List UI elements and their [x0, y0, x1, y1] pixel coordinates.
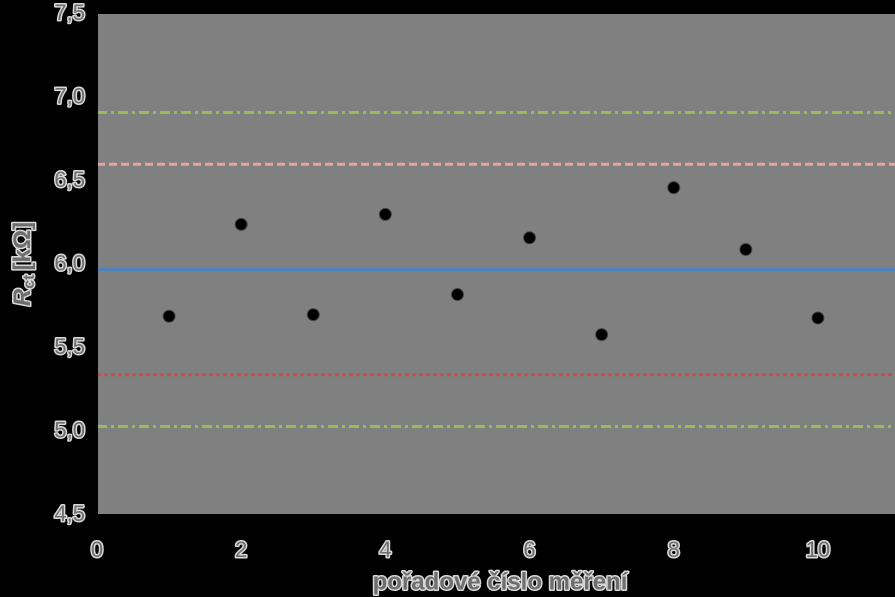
x-tick-label: 8 [668, 537, 680, 562]
x-tick-label: 2 [235, 537, 247, 562]
data-point [523, 231, 537, 245]
data-point [162, 309, 176, 323]
data-point [378, 207, 392, 221]
y-axis-title-unit: [kΩ] [9, 222, 36, 271]
x-tick-label: 4 [379, 537, 391, 562]
data-point [667, 181, 681, 195]
data-point [234, 217, 248, 231]
x-tick-label: 6 [523, 537, 535, 562]
data-point [739, 242, 753, 256]
y-tick-label: 5,0 [54, 417, 85, 442]
x-tick-label: 0 [91, 537, 103, 562]
y-tick-label: 6,0 [54, 250, 85, 275]
data-point [595, 328, 609, 342]
y-axis-title-sub: ct [21, 274, 38, 289]
data-point [811, 311, 825, 325]
y-tick-label: 4,5 [54, 501, 85, 526]
x-axis-title: pořadové číslo měření [373, 568, 629, 595]
y-tick-label: 6,5 [54, 167, 85, 192]
data-point [450, 288, 464, 302]
y-axis-title-main: R [9, 288, 36, 306]
x-tick-label: 10 [806, 537, 830, 562]
plot [97, 14, 895, 515]
y-tick-label: 7,0 [54, 83, 85, 108]
plot-area [97, 14, 895, 515]
y-tick-label: 5,5 [54, 334, 85, 359]
y-tick-label: 7,5 [54, 0, 85, 25]
data-point [306, 308, 320, 322]
y-axis-title: Rct [kΩ] [9, 222, 38, 306]
